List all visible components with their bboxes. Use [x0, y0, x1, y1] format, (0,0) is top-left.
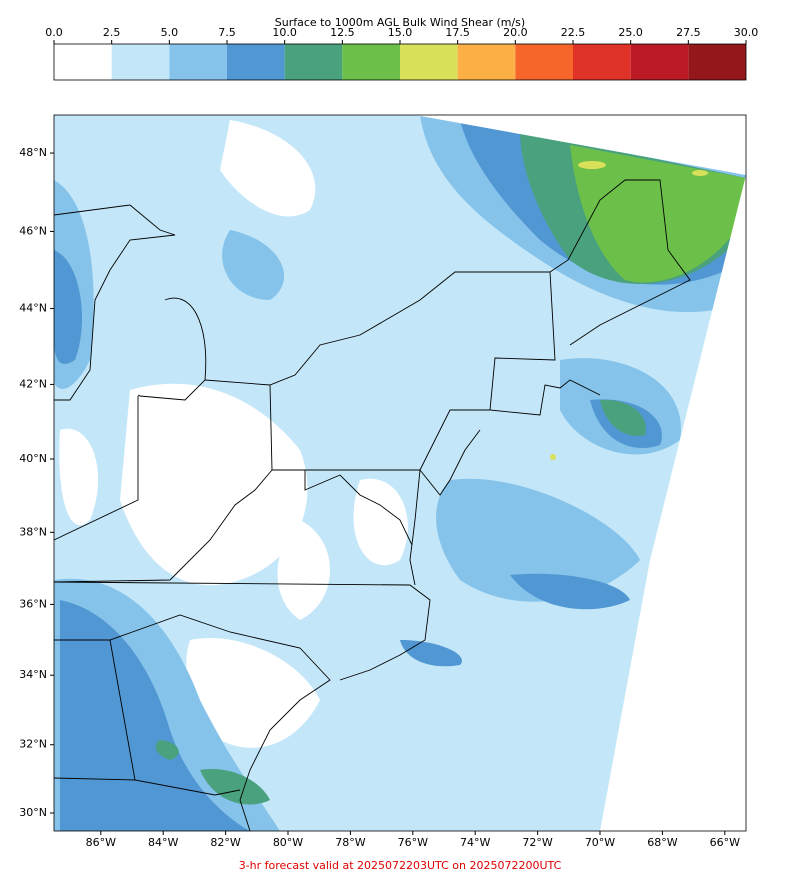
colorbar-tick-label: 25.0: [618, 26, 643, 39]
low-shear-areas: [59, 120, 408, 748]
lat-tick-label: 40°N: [19, 452, 47, 465]
colorbar-bin: [573, 44, 631, 80]
colorbar-tick-label: 27.5: [676, 26, 701, 39]
colorbar-tick-label: 20.0: [503, 26, 528, 39]
very-strong-shear-areas: [570, 145, 746, 283]
lat-tick-label: 34°N: [19, 668, 47, 681]
lat-tick-label: 48°N: [19, 146, 47, 159]
lat-tick-label: 36°N: [19, 597, 47, 610]
colorbar-bin: [54, 44, 112, 80]
colorbar-tick-label: 2.5: [103, 26, 121, 39]
colorbar-tick-label: 7.5: [218, 26, 236, 39]
colorbar-tick-label: 22.5: [561, 26, 586, 39]
colorbar-bin: [227, 44, 285, 80]
colorbar-bin: [111, 44, 170, 80]
lat-tick-label: 32°N: [19, 738, 47, 751]
colorbar-bin: [342, 44, 400, 80]
boundaries: [54, 179, 691, 831]
lon-tick-label: 86°W: [86, 836, 116, 849]
footer-note: 3-hr forecast valid at 2025072203UTC on …: [239, 859, 562, 872]
colorbar-title: Surface to 1000m AGL Bulk Wind Shear (m/…: [275, 16, 525, 29]
lon-tick-label: 74°W: [460, 836, 490, 849]
colorbar-bin: [515, 44, 573, 80]
colorbar-bin: [400, 44, 458, 80]
lat-tick-label: 46°N: [19, 224, 47, 237]
colorbar-tick-label: 5.0: [161, 26, 179, 39]
lon-tick-label: 72°W: [522, 836, 552, 849]
lon-tick-label: 66°W: [710, 836, 740, 849]
lat-tick-label: 38°N: [19, 525, 47, 538]
colorbar-tick-label: 10.0: [272, 26, 297, 39]
lon-tick-label: 68°W: [647, 836, 677, 849]
outside-domain: [415, 115, 746, 831]
lon-tick-label: 78°W: [335, 836, 365, 849]
wind-shear-field: [54, 115, 746, 831]
colorbar-bin: [688, 44, 746, 80]
colorbar-tick-label: 12.5: [330, 26, 355, 39]
colorbar-bin: [457, 44, 516, 80]
lon-tick-label: 80°W: [273, 836, 303, 849]
colorbar-bin: [169, 44, 227, 80]
lat-tick-label: 42°N: [19, 377, 47, 390]
colorbar-bin: [630, 44, 689, 80]
lat-tick-label: 44°N: [19, 302, 47, 315]
colorbar-tick-label: 15.0: [388, 26, 413, 39]
colorbar-bin: [284, 44, 343, 80]
lat-tick-label: 30°N: [19, 806, 47, 819]
map-frame: [53, 114, 747, 832]
colorbar-tick-label: 17.5: [445, 26, 470, 39]
lon-tick-label: 76°W: [398, 836, 428, 849]
colorbar-tick-label: 0.0: [45, 26, 63, 39]
lon-tick-label: 84°W: [148, 836, 178, 849]
colorbar-tick-label: 30.0: [734, 26, 759, 39]
lon-tick-label: 70°W: [585, 836, 615, 849]
peak-shear-areas: [550, 161, 708, 460]
lon-tick-label: 82°W: [210, 836, 240, 849]
